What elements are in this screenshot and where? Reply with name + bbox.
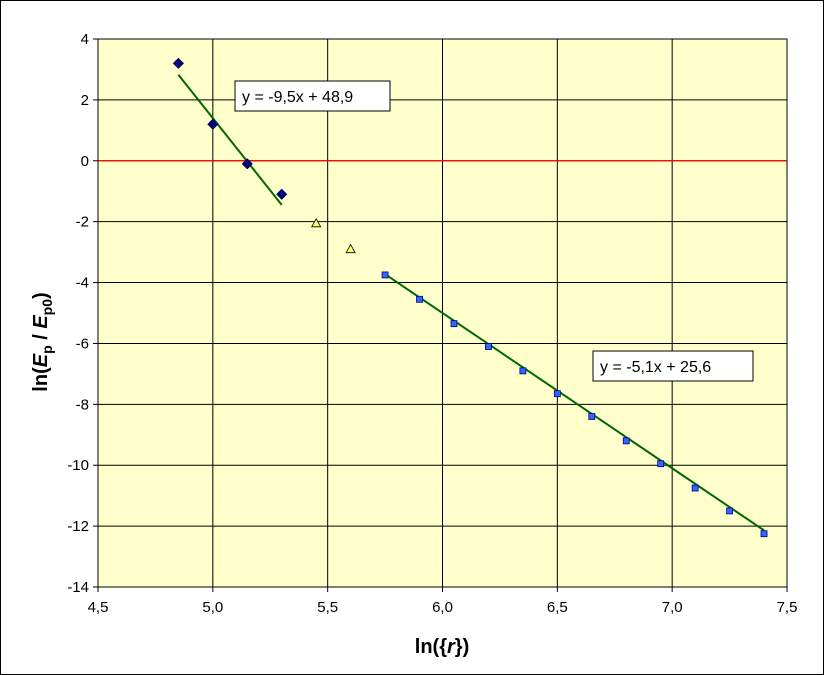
x-tick-label-5: 7,0	[662, 599, 683, 616]
y-axis-title: ln(Ep / Ep0)	[30, 292, 55, 391]
y-axis-ticks: 4 2 0 -2 -4 -6 -8 -10 -12 -14	[67, 31, 98, 596]
point-s3-9	[657, 460, 665, 468]
point-s3-10	[691, 484, 699, 492]
trendline-equation-1: y = -9,5x + 48,9	[234, 80, 391, 112]
point-s3-6	[553, 390, 561, 398]
point-s3-4	[485, 343, 492, 350]
point-s3-2	[416, 295, 423, 303]
y-tick-label-2: 0	[81, 153, 89, 170]
trendline-equation-2: y = -5,1x + 25,6	[592, 350, 754, 382]
y-tick-label-3: -2	[76, 214, 89, 231]
point-s2-1	[311, 217, 322, 228]
y-tick-label-1: 2	[81, 92, 89, 109]
x-tick-label-0: 4,5	[88, 599, 109, 616]
equation-label-1: y = -9,5x + 48,9	[242, 89, 353, 106]
point-s2-2	[345, 243, 356, 254]
point-s1-3	[241, 158, 253, 170]
trendline-1	[177, 74, 283, 206]
point-s1-1	[172, 57, 184, 69]
y-tick-label-6: -8	[76, 396, 89, 413]
x-tick-label-6: 7,5	[777, 599, 798, 616]
x-axis-ticks: 4,5 5,0 5,5 6,0 6,5 7,0 7,5	[88, 587, 798, 616]
point-s3-8	[622, 437, 630, 445]
y-tick-label-9: -14	[67, 579, 89, 596]
point-s3-7	[588, 413, 596, 420]
x-tick-label-1: 5,0	[202, 599, 223, 616]
x-axis-title: ln({r})	[415, 636, 469, 658]
y-tick-label-0: 4	[81, 31, 89, 48]
x-tick-label-3: 6,0	[432, 599, 453, 616]
point-s1-4	[276, 188, 288, 200]
x-tick-label-4: 6,5	[547, 599, 568, 616]
point-s3-1	[381, 271, 389, 279]
point-s1-2	[207, 118, 219, 130]
y-tick-label-4: -4	[76, 275, 89, 292]
y-tick-label-7: -10	[67, 457, 89, 474]
point-s3-3	[450, 320, 458, 328]
trendlines	[177, 74, 765, 532]
point-s3-11	[726, 507, 733, 515]
point-s3-5	[519, 367, 527, 375]
y-tick-label-8: -12	[67, 518, 89, 535]
point-s3-12	[760, 530, 768, 538]
trendline-2	[384, 273, 765, 532]
x-tick-label-2: 5,5	[317, 599, 338, 616]
y-tick-label-5: -6	[76, 335, 89, 352]
data-points	[172, 57, 768, 538]
equation-label-2: y = -5,1x + 25,6	[600, 359, 711, 376]
